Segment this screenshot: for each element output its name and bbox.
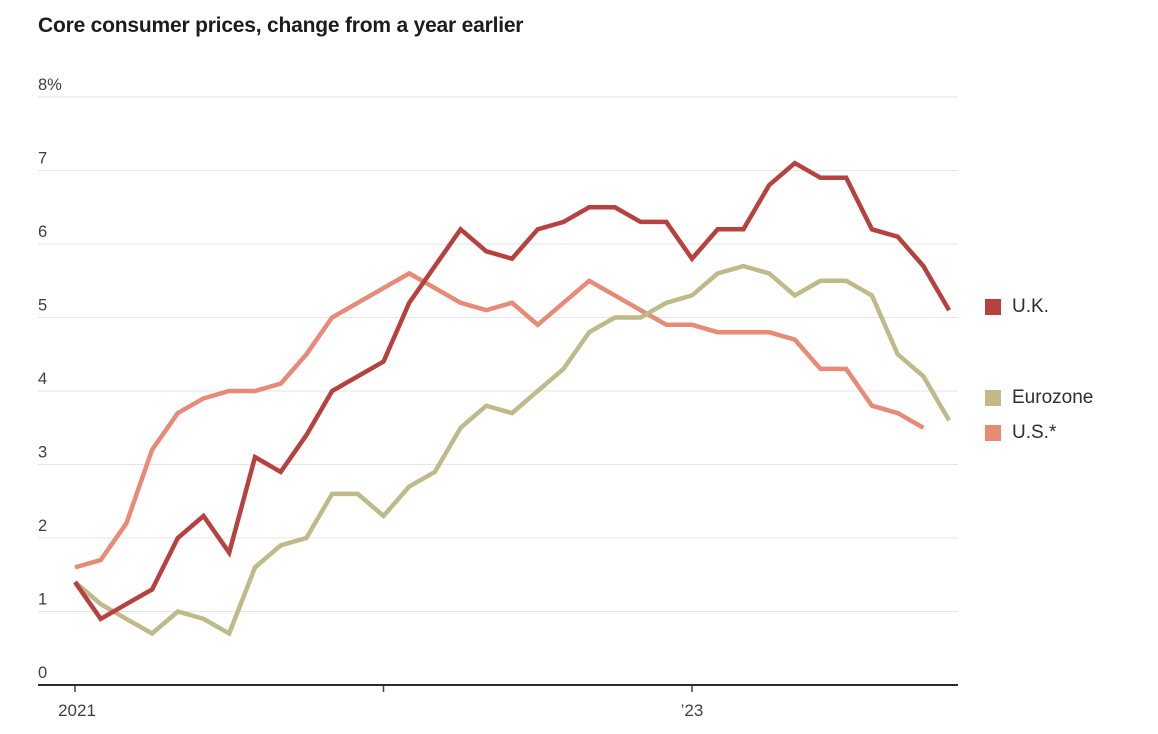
x-axis-labels: 2021 ’23 bbox=[58, 701, 703, 720]
y-axis-labels: 0 1 2 3 4 5 6 7 8% bbox=[38, 76, 62, 682]
svg-text:0: 0 bbox=[38, 664, 47, 682]
series-line-eurozone bbox=[73, 263, 952, 637]
series-line-uk bbox=[73, 160, 952, 622]
series-line-us bbox=[74, 270, 925, 570]
svg-text:7: 7 bbox=[38, 150, 47, 168]
legend-label-us: U.S.* bbox=[1012, 422, 1057, 443]
x-axis-ticks bbox=[74, 686, 693, 692]
legend-item-uk: U.K. bbox=[985, 296, 1049, 318]
legend-label-eurozone: Eurozone bbox=[1012, 387, 1094, 408]
legend-item-eurozone: Eurozone bbox=[985, 387, 1093, 409]
legend-swatch-uk bbox=[985, 299, 1001, 315]
svg-text:5: 5 bbox=[38, 297, 47, 315]
svg-text:2021: 2021 bbox=[58, 701, 96, 720]
svg-text:8%: 8% bbox=[38, 76, 62, 94]
svg-text:1: 1 bbox=[38, 591, 47, 609]
legend-swatch-us bbox=[985, 425, 1001, 441]
legend-item-us: U.S.* bbox=[985, 422, 1056, 444]
chart-title: Core consumer prices, change from a year… bbox=[38, 14, 524, 37]
svg-text:’23: ’23 bbox=[681, 701, 704, 720]
svg-text:3: 3 bbox=[38, 444, 47, 462]
gridlines bbox=[38, 96, 958, 612]
svg-text:6: 6 bbox=[38, 223, 47, 241]
legend-label-uk: U.K. bbox=[1012, 296, 1049, 317]
legend-swatch-eurozone bbox=[985, 390, 1001, 406]
svg-text:4: 4 bbox=[38, 370, 47, 388]
svg-text:2: 2 bbox=[38, 517, 47, 535]
